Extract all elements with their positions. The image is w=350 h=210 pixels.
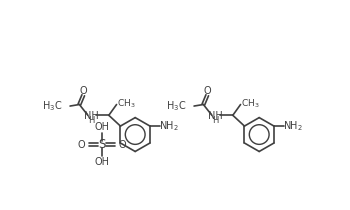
Text: NH: NH — [208, 111, 223, 121]
Text: OH: OH — [94, 157, 109, 167]
Text: H: H — [89, 116, 95, 125]
Text: S: S — [98, 138, 106, 151]
Text: NH: NH — [84, 111, 99, 121]
Text: O: O — [79, 87, 87, 96]
Text: CH$_3$: CH$_3$ — [240, 97, 259, 110]
Text: NH$_2$: NH$_2$ — [159, 119, 179, 133]
Text: NH$_2$: NH$_2$ — [284, 119, 303, 133]
Text: O: O — [119, 140, 127, 150]
Text: H$_3$C: H$_3$C — [166, 99, 186, 113]
Text: H: H — [212, 116, 219, 125]
Text: H$_3$C: H$_3$C — [42, 99, 62, 113]
Text: O: O — [203, 87, 211, 96]
Text: O: O — [77, 140, 85, 150]
Text: OH: OH — [94, 122, 109, 132]
Text: CH$_3$: CH$_3$ — [117, 97, 135, 110]
